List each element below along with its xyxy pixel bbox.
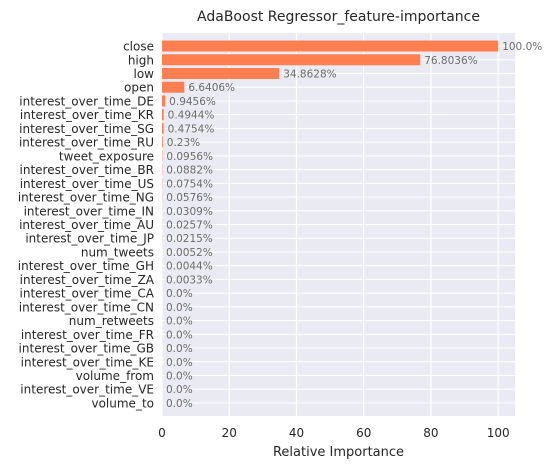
category-label: volume_from <box>76 369 154 383</box>
data-label: 0.0257% <box>166 220 213 232</box>
data-label: 0.0956% <box>166 151 213 163</box>
category-label: interest_over_time_KR <box>20 108 154 122</box>
bar <box>162 54 421 66</box>
bar <box>162 136 163 148</box>
x-tick-label: 40 <box>289 426 304 440</box>
data-label: 0.0044% <box>166 261 213 273</box>
bar <box>162 40 499 52</box>
data-label: 0.0% <box>166 302 193 314</box>
category-label: interest_over_time_FR <box>21 328 154 342</box>
bar <box>162 109 164 121</box>
x-tick-label: 0 <box>158 426 166 440</box>
category-label: interest_over_time_KE <box>21 355 154 369</box>
category-label: interest_over_time_AU <box>19 218 154 232</box>
data-label: 0.0% <box>166 343 193 355</box>
category-label: interest_over_time_GH <box>18 259 154 273</box>
category-label: interest_over_time_VE <box>20 383 154 397</box>
category-label: num_tweets <box>81 245 154 259</box>
data-label: 76.8036% <box>424 55 477 67</box>
data-label: 0.23% <box>167 137 200 149</box>
bar <box>162 81 185 93</box>
category-label: interest_over_time_CA <box>20 287 155 301</box>
category-label: interest_over_time_IN <box>24 204 154 218</box>
data-label: 0.0576% <box>166 192 213 204</box>
category-label: interest_over_time_ZA <box>20 273 155 287</box>
category-label: volume_to <box>91 396 154 410</box>
data-label: 100.0% <box>502 41 542 53</box>
data-label: 0.0052% <box>166 247 213 259</box>
category-label: open <box>124 81 154 95</box>
data-label: 0.0309% <box>166 206 213 218</box>
data-label: 0.0% <box>166 398 193 410</box>
category-label: interest_over_time_GB <box>19 342 154 356</box>
category-label: close <box>123 40 154 54</box>
data-label: 0.0033% <box>166 274 213 286</box>
x-tick-label: 100 <box>487 426 510 440</box>
category-label: num_retweets <box>69 314 154 328</box>
bar <box>162 95 166 107</box>
data-label: 0.0% <box>166 371 193 383</box>
category-label: interest_over_time_DE <box>19 94 154 108</box>
data-label: 0.0882% <box>166 165 213 177</box>
data-label: 0.0% <box>166 316 193 328</box>
data-label: 0.0% <box>166 357 193 369</box>
data-label: 0.4754% <box>168 123 215 135</box>
category-label: interest_over_time_RU <box>19 136 154 150</box>
data-label: 0.0215% <box>166 233 213 245</box>
data-label: 6.6406% <box>188 82 235 94</box>
data-label: 0.0% <box>166 288 193 300</box>
bars <box>162 40 499 285</box>
data-label: 0.9456% <box>169 96 216 108</box>
category-label: tweet_exposure <box>59 149 154 163</box>
bar <box>162 68 280 79</box>
x-tick-label: 60 <box>356 426 371 440</box>
x-axis-label: Relative Importance <box>273 445 404 460</box>
category-label: interest_over_time_BR <box>20 163 154 177</box>
chart-title: AdaBoost Regressor_feature-importance <box>197 9 480 25</box>
data-labels: 100.0% 76.8036% 34.8628% 6.6406% 0.9456% 0.49… <box>166 41 542 410</box>
bar <box>162 122 164 134</box>
data-label: 0.0% <box>166 329 193 341</box>
category-label: interest_over_time_CN <box>19 300 154 314</box>
x-tick-labels: 0 20 40 60 80 100 <box>158 426 509 440</box>
data-label: 0.4944% <box>168 110 215 122</box>
x-tick-label: 80 <box>423 426 438 440</box>
category-label: low <box>134 67 155 81</box>
category-labels: closehighlowopeninterest_over_time_DEint… <box>18 40 155 411</box>
category-label: interest_over_time_JP <box>25 232 154 246</box>
category-label: interest_over_time_US <box>20 177 154 191</box>
data-label: 0.0754% <box>166 178 213 190</box>
category-label: interest_over_time_NG <box>18 191 154 205</box>
category-label: high <box>128 53 154 67</box>
data-label: 34.8628% <box>283 68 336 80</box>
category-label: interest_over_time_SG <box>19 122 154 136</box>
data-label: 0.0% <box>166 384 193 396</box>
x-tick-label: 20 <box>222 426 237 440</box>
